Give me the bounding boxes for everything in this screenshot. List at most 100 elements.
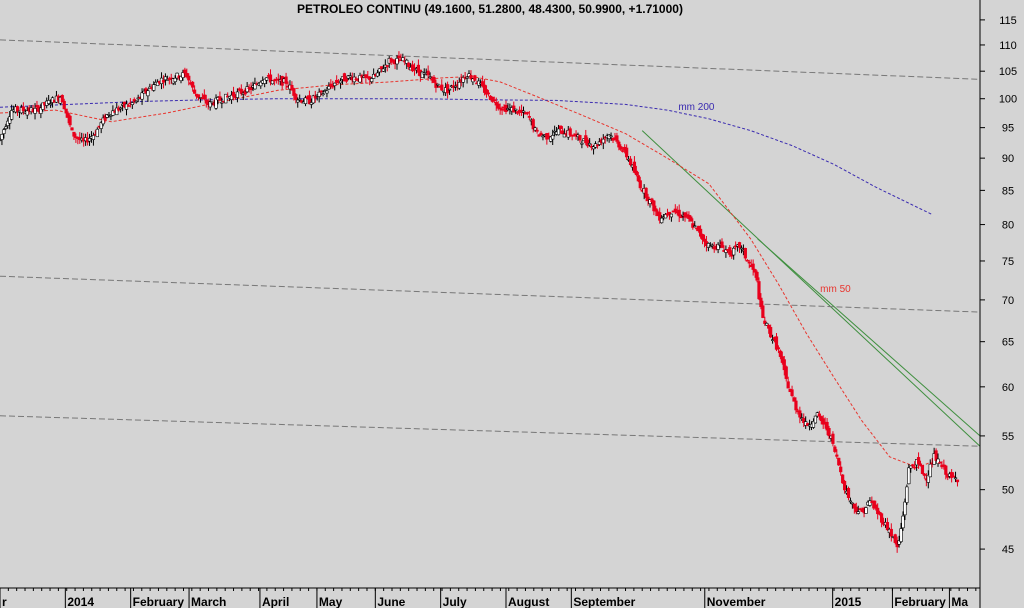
candle-body [298, 98, 302, 101]
candle-body [850, 502, 854, 505]
candle-body [469, 74, 473, 79]
candle-body [636, 175, 640, 182]
candle-body [697, 225, 701, 232]
candle-body [950, 472, 954, 478]
candle-body [342, 73, 347, 82]
candle-body [792, 397, 796, 402]
candle-body [48, 103, 53, 105]
candle-body [632, 161, 637, 173]
candle-body [953, 477, 958, 480]
candle-body [938, 461, 942, 464]
candle-body [500, 108, 504, 111]
candle-body [47, 100, 51, 104]
candle-body [309, 102, 313, 105]
trendline [641, 130, 981, 447]
candle-body [126, 105, 131, 107]
candle-body [720, 241, 724, 248]
candle-body [837, 457, 841, 466]
trendline [0, 275, 981, 313]
candle-body [806, 423, 810, 427]
y-tick-label: 90 [1002, 153, 1014, 165]
y-tick-label: 95 [1002, 123, 1014, 135]
candle-body [578, 135, 582, 141]
candle-body [10, 110, 14, 120]
candle-body [325, 90, 329, 94]
x-tick-label: April [262, 595, 289, 608]
candle-body [751, 263, 755, 270]
candle-body [321, 93, 325, 96]
candle-body [99, 122, 103, 129]
candle-body [763, 320, 767, 324]
candle-body [955, 479, 960, 483]
candle-body [790, 389, 794, 396]
y-tick-label: 70 [1002, 295, 1014, 307]
candle-body [105, 114, 109, 118]
candle-body [364, 74, 368, 79]
candle-body [407, 62, 411, 67]
candle-body [68, 115, 72, 126]
y-axis: 45 50 55 60 65 70 75 80 85 90 95 100 105 110 115 [979, 0, 1017, 608]
trendlines [0, 39, 981, 447]
candle-body [465, 76, 469, 79]
candle-body [700, 234, 705, 240]
candle-body [667, 211, 672, 216]
candle-body [525, 112, 529, 114]
candle-body [811, 421, 816, 428]
candle-body [747, 261, 751, 264]
candle-body [101, 117, 105, 125]
candle-body [689, 216, 693, 222]
candle-body [907, 467, 911, 485]
x-tick-label: February [133, 595, 185, 608]
candle-body [716, 243, 720, 250]
candle-body [358, 75, 362, 83]
candle-body [825, 421, 829, 431]
candle-body [821, 418, 825, 425]
y-tick-label: 60 [1002, 382, 1014, 394]
candle-body [156, 81, 160, 87]
candle-body [87, 138, 92, 142]
candle-body [673, 208, 677, 213]
candle-body [239, 88, 243, 94]
candle-body [897, 540, 901, 545]
candle-body [617, 141, 621, 148]
candle-body [185, 72, 189, 78]
y-tick-label: 45 [1002, 544, 1014, 556]
candle-body [253, 83, 257, 90]
candle-body [615, 135, 619, 142]
candle-body [60, 95, 64, 103]
candle-body [858, 508, 862, 510]
candle-body [765, 323, 769, 326]
trendline [757, 238, 981, 437]
candle-body [759, 297, 763, 308]
candle-body [786, 381, 790, 389]
candle-body [66, 113, 70, 118]
candle-body [484, 89, 489, 95]
candle-body [331, 85, 335, 88]
candle-body [586, 139, 590, 147]
candle-body [64, 108, 68, 114]
candle-body [447, 88, 452, 91]
candle-body [482, 84, 487, 93]
candle-body [329, 83, 333, 87]
x-tick-label: November [707, 595, 766, 608]
candle-body [268, 74, 273, 83]
candle-body [292, 88, 296, 96]
candle-body [839, 466, 843, 473]
candle-body [103, 115, 107, 121]
candle-body [916, 457, 921, 465]
candle-body [728, 247, 732, 255]
candle-body [140, 92, 144, 100]
candle-body [348, 75, 352, 78]
candle-body [737, 242, 742, 248]
candle-body [879, 513, 884, 523]
candle-body [183, 69, 187, 74]
candle-body [854, 506, 858, 513]
candle-body [377, 68, 382, 73]
candle-body [344, 78, 349, 82]
y-tick-label: 50 [1002, 485, 1014, 497]
candle-body [846, 487, 851, 498]
candle-body [436, 83, 440, 86]
candle-body [556, 128, 561, 136]
candle-body [568, 128, 572, 136]
candle-body [481, 81, 485, 87]
